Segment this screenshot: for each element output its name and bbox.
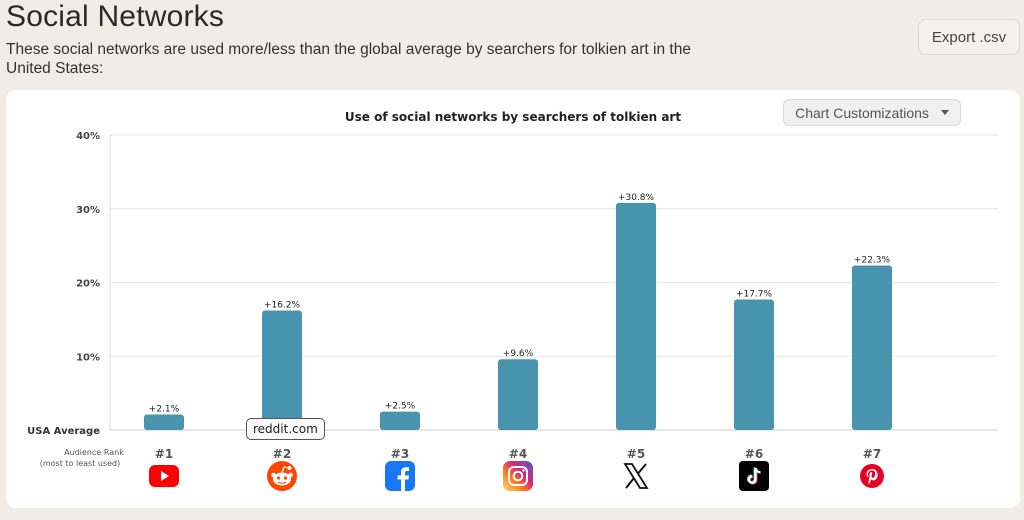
youtube-icon[interactable] [149, 461, 179, 491]
page-title: Social Networks [6, 0, 225, 33]
y-tick-label: 30% [76, 205, 100, 216]
bar-tiktok[interactable] [734, 299, 774, 430]
audience-rank: #4 [509, 447, 527, 461]
chart-card: 10% 20% 30% 40% USA Average +2.1% #1 +16.2% #2 +2… [6, 90, 1020, 508]
reddit-icon[interactable] [267, 461, 297, 491]
bar-value-label: +16.2% [264, 301, 301, 311]
bar-reddit[interactable] [262, 310, 302, 430]
audience-rank: #6 [745, 447, 763, 461]
y-tick-label: 10% [76, 352, 100, 363]
bar-youtube[interactable] [144, 414, 184, 430]
bar-value-label: +22.3% [854, 256, 891, 266]
chart-customizations-label: Chart Customizations [795, 104, 929, 121]
facebook-icon[interactable] [385, 461, 415, 491]
bar-value-label: +30.8% [618, 193, 655, 203]
export-csv-button[interactable]: Export .csv [918, 19, 1020, 55]
bar-instagram[interactable] [498, 359, 538, 430]
x-icon[interactable] [621, 461, 651, 491]
audience-rank: #2 [273, 447, 291, 461]
page-subtitle: These social networks are used more/less… [6, 41, 691, 77]
chart-title: Use of social networks by searchers of t… [344, 110, 682, 124]
audience-rank: #5 [627, 447, 645, 461]
audience-rank: #3 [391, 447, 409, 461]
bar-pinterest[interactable] [852, 265, 892, 430]
rank-caption-line2: (most to least used) [40, 459, 120, 468]
bar-value-label: +9.6% [503, 349, 534, 359]
tiktok-icon[interactable] [739, 461, 769, 491]
bar-chart: 10% 20% 30% 40% USA Average +2.1% #1 +16.2% #2 +2… [27, 131, 998, 468]
caret-down-icon [940, 110, 949, 115]
instagram-icon[interactable] [503, 461, 533, 491]
y-tick-label: 40% [76, 131, 100, 142]
audience-rank: #7 [863, 447, 881, 461]
bar-value-label: +2.5% [385, 402, 416, 412]
rank-caption-line1: Audience Rank [64, 448, 124, 457]
bar-value-label: +17.7% [736, 289, 773, 299]
bar-value-label: +2.1% [149, 405, 180, 415]
bar-tooltip: reddit.com [246, 418, 325, 440]
chart-customizations-dropdown[interactable]: Chart Customizations [783, 99, 961, 126]
audience-rank: #1 [155, 447, 173, 461]
baseline-label: USA Average [27, 426, 100, 437]
bar-facebook[interactable] [380, 411, 420, 430]
pinterest-icon[interactable] [857, 461, 887, 491]
y-tick-label: 20% [76, 279, 100, 290]
bar-x[interactable] [616, 202, 656, 430]
